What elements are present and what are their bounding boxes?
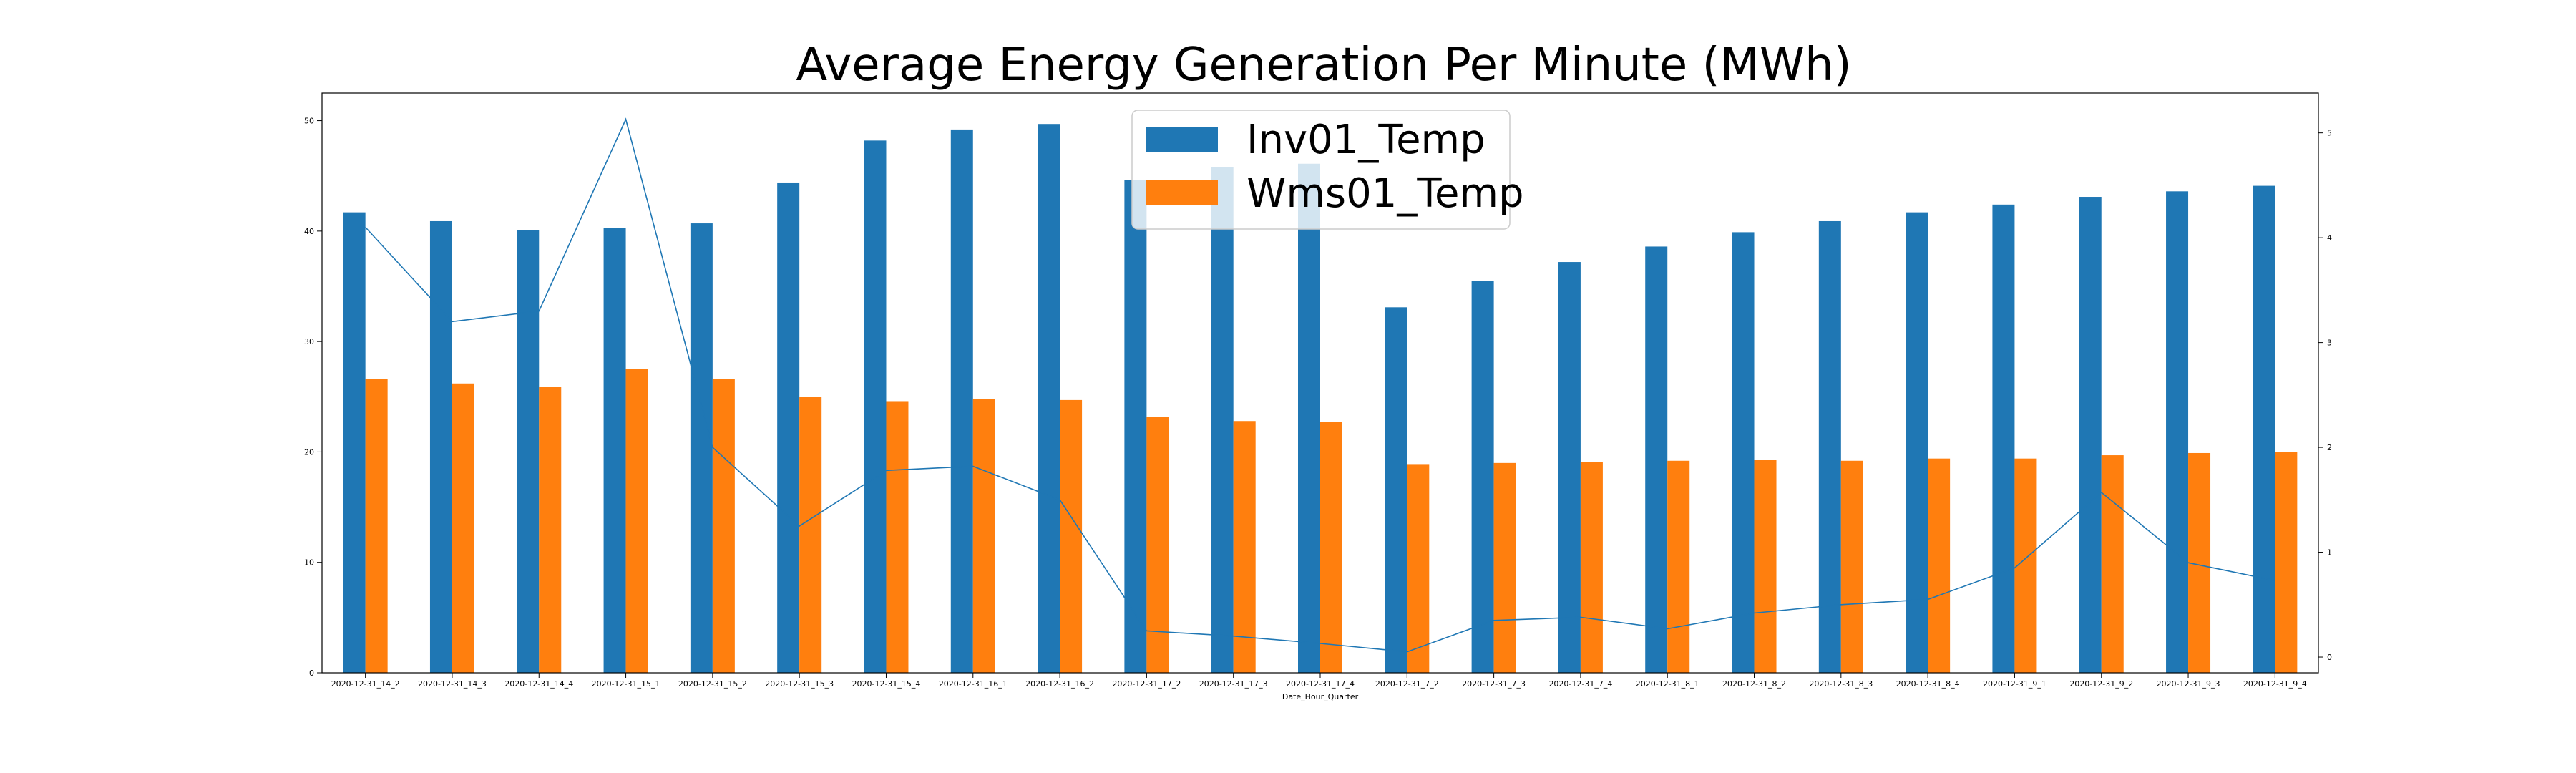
x-tick-label-17: 2020-12-31_8_3	[1809, 679, 1873, 689]
bar-wms01-temp-9	[1146, 417, 1169, 673]
x-tick-label-2: 2020-12-31_14_4	[504, 679, 573, 689]
bar-wms01-temp-7	[972, 399, 995, 673]
x-tick-label-10: 2020-12-31_17_3	[1199, 679, 1268, 689]
bar-inv01-temp-22	[2253, 185, 2275, 674]
left-y-axis: 0 10 20 30 40 50	[304, 117, 322, 678]
bar-wms01-temp-6	[886, 401, 909, 673]
right-y-tick-label-5: 5	[2327, 129, 2332, 138]
x-tick-label-18: 2020-12-31_8_4	[1896, 679, 1960, 689]
legend-label-inv01-temp: Inv01_Temp	[1246, 117, 1485, 163]
left-y-tick-label-4: 40	[304, 227, 314, 236]
bar-inv01-temp-13	[1471, 281, 1494, 673]
bar-inv01-temp-5	[777, 182, 800, 673]
line-group	[365, 117, 2275, 653]
right-y-tick-label-4: 4	[2327, 233, 2332, 243]
bar-inv01-temp-9	[1124, 180, 1147, 673]
x-tick-label-13: 2020-12-31_7_3	[1462, 679, 1526, 689]
x-tick-label-3: 2020-12-31_15_1	[592, 679, 660, 689]
bar-inv01-temp-19	[1992, 204, 2015, 673]
bar-inv01-temp-17	[1818, 220, 1841, 673]
bar-wms01-temp-0	[365, 379, 388, 673]
x-tick-label-12: 2020-12-31_7_2	[1375, 679, 1439, 689]
x-tick-label-7: 2020-12-31_16_1	[939, 679, 1008, 689]
bar-inv01-temp-2	[517, 230, 540, 673]
x-tick-label-4: 2020-12-31_15_2	[678, 679, 747, 689]
bar-wms01-temp-12	[1407, 464, 1430, 673]
bar-wms01-temp-16	[1754, 460, 1777, 673]
bar-inv01-temp-4	[690, 223, 713, 673]
bar-wms01-temp-20	[2101, 455, 2124, 673]
bar-inv01-temp-16	[1732, 232, 1755, 673]
bar-wms01-temp-5	[799, 397, 822, 673]
x-tick-label-16: 2020-12-31_8_2	[1722, 679, 1786, 689]
bar-group	[343, 124, 2298, 674]
bar-wms01-temp-8	[1060, 399, 1083, 673]
x-tick-label-0: 2020-12-31_14_2	[331, 679, 400, 689]
bar-wms01-temp-15	[1667, 460, 1690, 673]
bar-inv01-temp-11	[1298, 163, 1320, 673]
legend-swatch-wms01-temp	[1146, 180, 1218, 205]
bar-inv01-temp-15	[1645, 246, 1668, 673]
left-y-tick-label-5: 50	[304, 117, 314, 126]
bar-wms01-temp-1	[452, 383, 474, 673]
bar-inv01-temp-10	[1211, 167, 1234, 673]
legend-swatch-inv01-temp	[1146, 127, 1218, 152]
left-y-tick-label-2: 20	[304, 447, 314, 457]
x-tick-label-6: 2020-12-31_15_4	[852, 679, 921, 689]
x-tick-label-14: 2020-12-31_7_4	[1548, 679, 1612, 689]
bar-inv01-temp-7	[950, 129, 973, 673]
bar-wms01-temp-22	[2275, 452, 2298, 673]
legend: Inv01_Temp Wms01_Temp	[1131, 110, 1524, 230]
bar-wms01-temp-13	[1493, 462, 1516, 673]
bar-wms01-temp-19	[2014, 458, 2037, 673]
bar-wms01-temp-10	[1233, 421, 1256, 673]
bar-inv01-temp-12	[1385, 307, 1407, 673]
x-tick-label-19: 2020-12-31_9_1	[1983, 679, 2046, 689]
legend-label-wms01-temp: Wms01_Temp	[1246, 170, 1524, 217]
bar-inv01-temp-8	[1038, 124, 1060, 673]
x-tick-label-21: 2020-12-31_9_3	[2157, 679, 2220, 689]
left-y-tick-label-3: 30	[304, 337, 314, 346]
x-tick-label-20: 2020-12-31_9_2	[2069, 679, 2133, 689]
left-y-tick-label-1: 10	[304, 558, 314, 568]
x-axis: 2020-12-31_14_2 2020-12-31_14_3 2020-12-31…	[331, 673, 2307, 689]
x-tick-label-22: 2020-12-31_9_4	[2243, 679, 2307, 689]
bar-inv01-temp-3	[603, 228, 626, 673]
bar-wms01-temp-18	[1928, 458, 1951, 673]
bar-inv01-temp-20	[2079, 197, 2102, 673]
x-axis-label: Date_Hour_Quarter	[1282, 692, 1359, 701]
bar-wms01-temp-14	[1580, 462, 1603, 673]
bar-inv01-temp-1	[429, 220, 452, 673]
bar-wms01-temp-2	[539, 386, 562, 673]
x-tick-label-9: 2020-12-31_17_2	[1112, 679, 1181, 689]
bar-wms01-temp-4	[712, 379, 735, 673]
left-y-tick-label-0: 0	[309, 669, 314, 678]
right-y-tick-label-3: 3	[2327, 339, 2332, 348]
right-y-tick-label-2: 2	[2327, 443, 2332, 452]
bar-inv01-temp-0	[343, 212, 366, 674]
bar-inv01-temp-6	[864, 140, 887, 674]
legend-frame	[1131, 110, 1511, 230]
bar-inv01-temp-21	[2166, 191, 2189, 673]
chart-title: Average Energy Generation Per Minute (MW…	[796, 39, 1851, 92]
x-tick-label-15: 2020-12-31_8_1	[1636, 679, 1699, 689]
right-y-tick-label-0: 0	[2327, 653, 2332, 662]
x-tick-label-1: 2020-12-31_14_3	[418, 679, 487, 689]
bar-wms01-temp-17	[1840, 460, 1863, 673]
x-tick-label-5: 2020-12-31_15_3	[765, 679, 834, 689]
right-y-tick-label-1: 1	[2327, 548, 2332, 558]
right-y-axis: 0 1 2 3 4 5	[2318, 129, 2332, 662]
x-tick-label-11: 2020-12-31_17_4	[1286, 679, 1355, 689]
bar-wms01-temp-11	[1320, 422, 1342, 673]
bar-inv01-temp-14	[1558, 262, 1581, 673]
bar-wms01-temp-3	[625, 369, 648, 673]
bar-inv01-temp-18	[1906, 212, 1928, 674]
x-tick-label-8: 2020-12-31_16_2	[1025, 679, 1094, 689]
